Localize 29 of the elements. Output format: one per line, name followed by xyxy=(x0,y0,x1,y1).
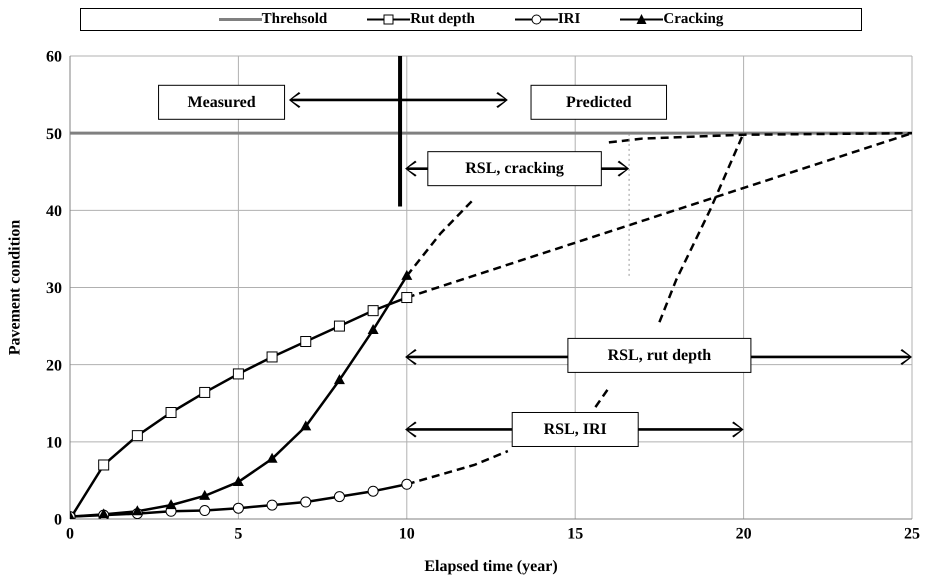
text-box: RSL, IRI xyxy=(512,412,639,447)
y-tick-label: 60 xyxy=(46,48,62,66)
legend-label: Cracking xyxy=(662,11,724,28)
legend-label: Rut depth xyxy=(409,11,475,28)
text-box: Predicted xyxy=(530,84,668,120)
legend-label: Threhsold xyxy=(260,11,328,28)
x-tick-label: 10 xyxy=(398,525,415,542)
annotation: RSL, IRI xyxy=(544,420,607,438)
y-tick-label: 20 xyxy=(46,357,62,374)
y-tick-label: 40 xyxy=(46,203,62,220)
x-tick-label: 15 xyxy=(567,525,584,542)
x-tick-label: 25 xyxy=(904,525,920,542)
x-tick-label: 0 xyxy=(66,525,74,542)
y-tick-label: 30 xyxy=(46,280,62,298)
text-box: RSL, cracking xyxy=(427,151,602,186)
annotation: Measured xyxy=(187,94,256,111)
annotation: RSL, rut depth xyxy=(608,346,712,364)
y-tick-label: 10 xyxy=(46,434,62,452)
annotation: Predicted xyxy=(566,94,632,111)
y-axis-title: Pavement condition xyxy=(6,220,24,356)
x-tick-label: 5 xyxy=(234,525,242,542)
x-axis-title: Elapsed time (year) xyxy=(424,558,558,575)
y-tick-label: 50 xyxy=(46,126,62,143)
y-tick-label: 0 xyxy=(54,512,62,529)
text-box: Measured xyxy=(158,84,286,120)
legend-label: IRI xyxy=(556,11,580,28)
annotation: RSL, cracking xyxy=(465,160,564,178)
text-box: RSL, rut depth xyxy=(567,338,752,373)
x-tick-label: 20 xyxy=(736,525,752,542)
